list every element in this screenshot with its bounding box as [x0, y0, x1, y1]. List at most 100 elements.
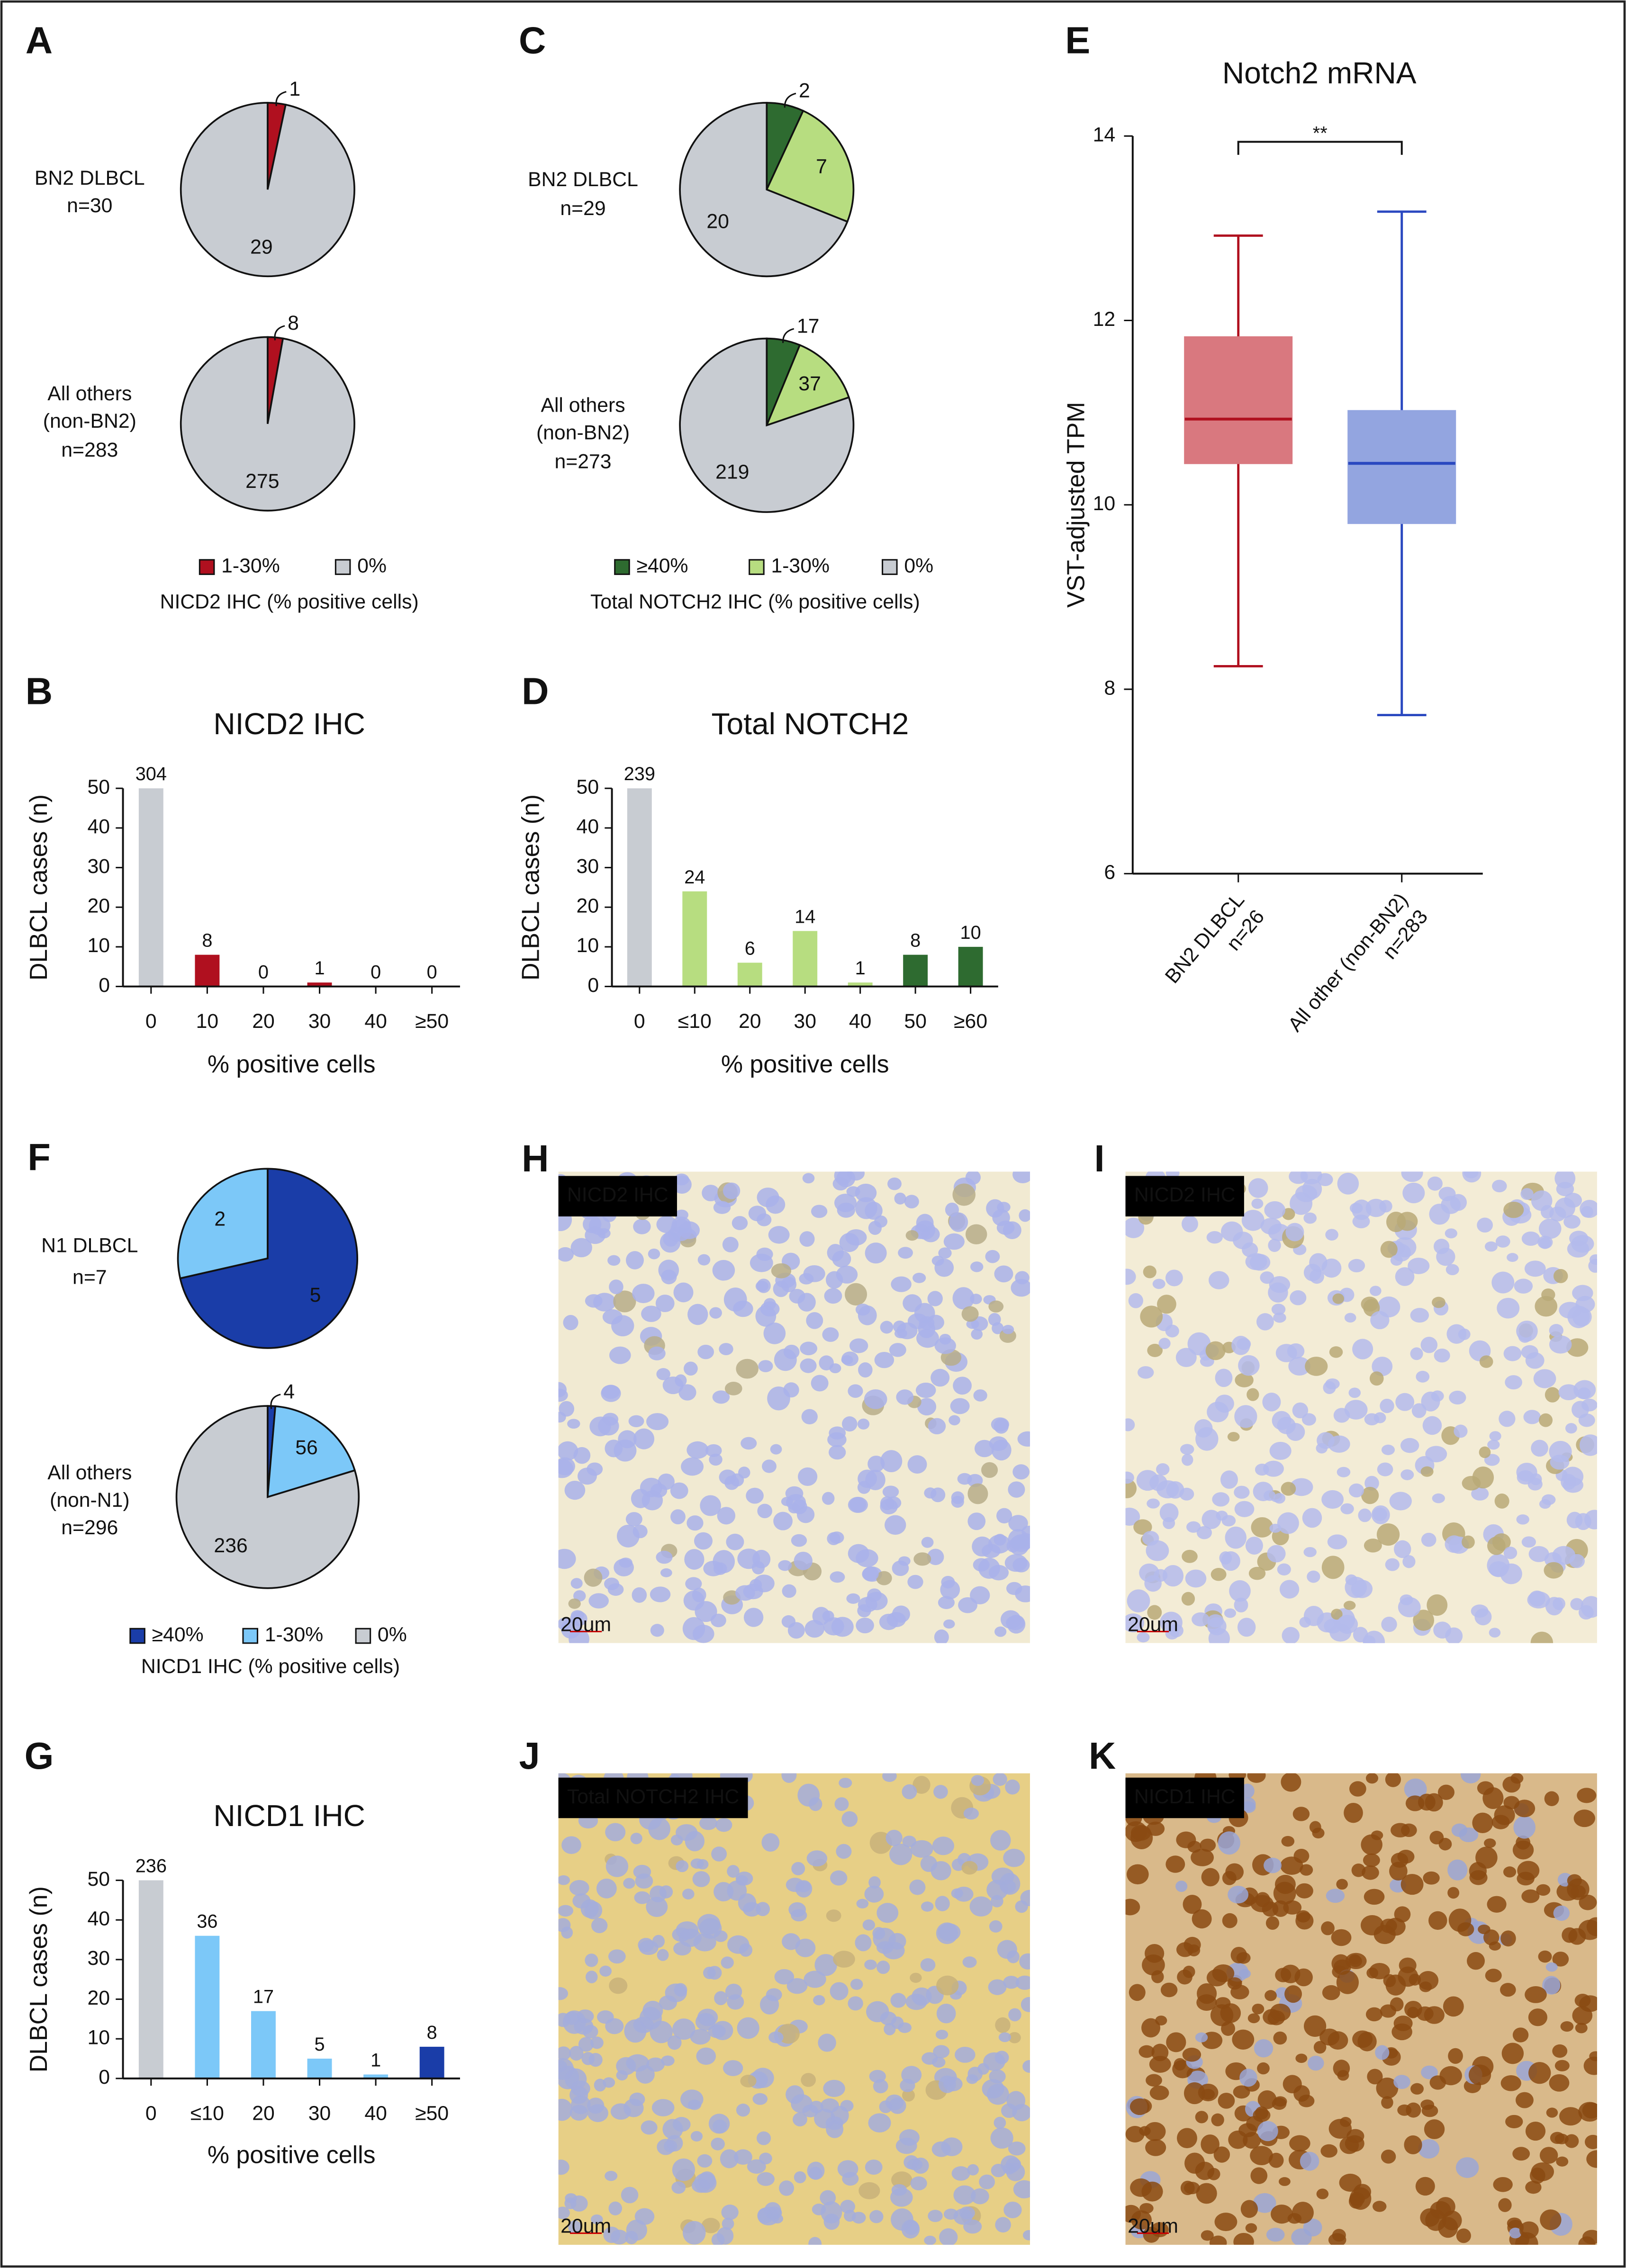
cell-nucleus [604, 1577, 620, 1590]
cell-nucleus [1410, 1308, 1429, 1323]
cell-nucleus [1289, 1171, 1308, 1184]
cell-nucleus [675, 1374, 687, 1387]
cell-nucleus [855, 1934, 872, 1952]
cell-nucleus [1457, 1922, 1474, 1936]
cell-nucleus [1280, 1856, 1303, 1875]
cell-nucleus [712, 1260, 735, 1281]
cell-nucleus [690, 2029, 711, 2045]
cell-nucleus [891, 2171, 912, 2189]
cell-nucleus [1157, 1295, 1176, 1314]
cell-nucleus [558, 1457, 575, 1476]
cell-nucleus [1514, 1278, 1533, 1294]
cell-nucleus [1539, 1499, 1551, 1509]
value-label: 8 [427, 2022, 437, 2043]
cell-nucleus [1552, 2044, 1568, 2058]
chart-title: NICD1 IHC [213, 1799, 365, 1833]
cell-nucleus [1175, 1881, 1188, 1892]
cell-nucleus [672, 1175, 692, 1194]
cell-nucleus [660, 1568, 672, 1577]
cell-nucleus [970, 2188, 989, 2205]
cell-nucleus [1531, 1190, 1553, 1211]
bar [363, 2074, 388, 2079]
cell-nucleus [1149, 2056, 1171, 2073]
cell-nucleus [632, 1587, 647, 1603]
cell-nucleus [1131, 2210, 1152, 2230]
cell-nucleus [1249, 1254, 1271, 1271]
cell-nucleus [1340, 1503, 1354, 1514]
cell-nucleus [1485, 1969, 1502, 1982]
cell-nucleus [767, 1386, 790, 1411]
cell-nucleus [873, 2079, 888, 2094]
cell-nucleus [650, 1586, 671, 1602]
cell-nucleus [1447, 1887, 1460, 1899]
cell-nucleus [1516, 1514, 1529, 1525]
cell-nucleus [757, 2206, 780, 2226]
cell-nucleus [670, 1509, 686, 1525]
cell-nucleus [583, 2025, 598, 2039]
y-tick-label: 50 [577, 776, 599, 799]
cell-nucleus [1479, 1446, 1491, 1458]
cell-nucleus [1017, 1431, 1030, 1447]
cell-nucleus [1377, 1462, 1393, 1476]
cell-nucleus [648, 1248, 660, 1260]
cell-nucleus [924, 2235, 936, 2245]
cell-nucleus [692, 1625, 714, 1643]
cell-nucleus [572, 1893, 591, 1909]
cell-nucleus [1535, 1296, 1558, 1317]
cell-nucleus [829, 1445, 846, 1460]
cell-nucleus [962, 1956, 977, 1968]
cell-nucleus [943, 2077, 963, 2091]
legend-label: 0% [378, 1623, 407, 1646]
cell-nucleus [880, 1321, 894, 1334]
value-label: 17 [253, 1987, 274, 2007]
cell-nucleus [587, 1462, 603, 1476]
cell-nucleus [1274, 1874, 1296, 1894]
cell-nucleus [732, 1216, 748, 1230]
cell-nucleus [846, 1593, 860, 1604]
x-tick-label: ≥60 [954, 1010, 987, 1033]
cell-nucleus [717, 1507, 736, 1525]
cell-nucleus [973, 1558, 990, 1572]
cell-nucleus [567, 1419, 580, 1429]
group-label: (non-BN2) [43, 410, 136, 432]
cell-nucleus [1264, 1857, 1282, 1873]
cell-nucleus [874, 1351, 894, 1368]
cell-nucleus [1361, 1486, 1379, 1504]
cell-nucleus [997, 1202, 1011, 1213]
cell-nucleus [951, 2166, 970, 2181]
cell-nucleus [1365, 1773, 1378, 1784]
cell-nucleus [876, 1903, 899, 1923]
cell-nucleus [830, 1571, 845, 1583]
cell-nucleus [1352, 1339, 1373, 1359]
cell-nucleus [1525, 1352, 1545, 1369]
legend-label: 1-30% [221, 554, 280, 577]
cell-nucleus [584, 1568, 603, 1587]
cell-nucleus [952, 1287, 975, 1310]
cell-nucleus [953, 2185, 976, 2205]
cell-nucleus [1539, 1218, 1562, 1239]
cell-nucleus [1422, 1416, 1442, 1435]
x-tick-label: ≤10 [190, 2102, 224, 2124]
cell-nucleus [971, 1775, 985, 1786]
y-tick-label: 40 [88, 815, 110, 838]
cell-nucleus [1456, 2228, 1471, 2243]
cell-nucleus [1195, 1427, 1219, 1451]
cell-nucleus [673, 1942, 691, 1956]
cell-nucleus [1565, 1423, 1577, 1434]
cell-nucleus [1366, 1967, 1379, 1979]
image-label: NICD2 IHC [567, 1184, 668, 1206]
cell-nucleus [1245, 2223, 1257, 2233]
cell-nucleus [1365, 2007, 1383, 2022]
cell-nucleus [1003, 1848, 1025, 1867]
cell-nucleus [1213, 2146, 1230, 2163]
group-label: (non-N1) [50, 1489, 130, 1512]
cell-nucleus [1144, 1575, 1162, 1592]
cell-nucleus [1379, 1200, 1392, 1213]
cell-nucleus [1021, 1997, 1030, 2012]
cell-nucleus [1567, 1240, 1590, 1258]
cell-nucleus [1182, 1549, 1198, 1563]
cell-nucleus [1328, 2031, 1348, 2050]
cell-nucleus [783, 1344, 800, 1359]
cell-nucleus [848, 1384, 863, 1398]
cell-nucleus [1019, 1209, 1030, 1222]
